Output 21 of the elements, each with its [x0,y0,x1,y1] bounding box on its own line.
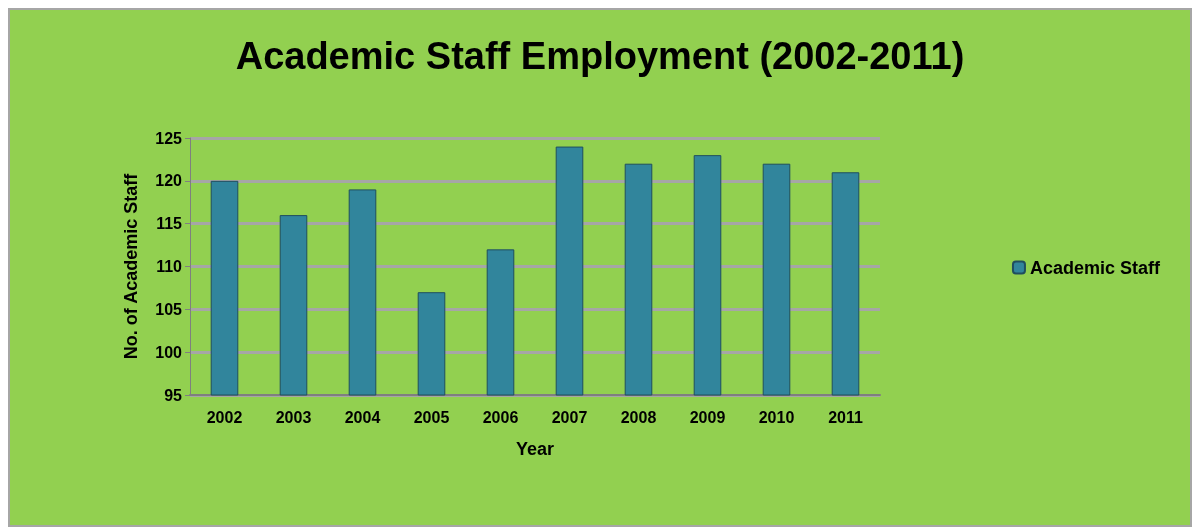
x-tick-label: 2003 [275,408,312,426]
x-axis-title: Year [515,439,555,459]
y-tick-label: 105 [155,300,183,318]
chart-title: Academic Staff Employment (2002-2011) [235,35,965,77]
y-tick-label: 125 [155,129,183,147]
y-tick-label: 100 [155,343,183,361]
y-tick-label: 115 [156,215,183,233]
x-tick-label: 2006 [482,408,519,426]
y-tick-label: 95 [164,386,183,404]
x-tick-label: 2004 [344,408,381,426]
x-tick-label: 2011 [828,408,863,426]
y-tick-label: 110 [156,258,183,275]
x-tick-label: 2005 [413,408,450,426]
y-axis-title: No. of Academic Staff [121,172,141,360]
x-tick-label: 2002 [206,408,243,426]
x-tick-label: 2008 [620,408,657,426]
legend-label: Academic Staff [1029,257,1162,278]
y-tick-label: 120 [155,172,183,190]
x-tick-label: 2007 [551,408,588,426]
x-tick-label: 2010 [758,408,795,426]
x-tick-label: 2009 [689,408,726,426]
